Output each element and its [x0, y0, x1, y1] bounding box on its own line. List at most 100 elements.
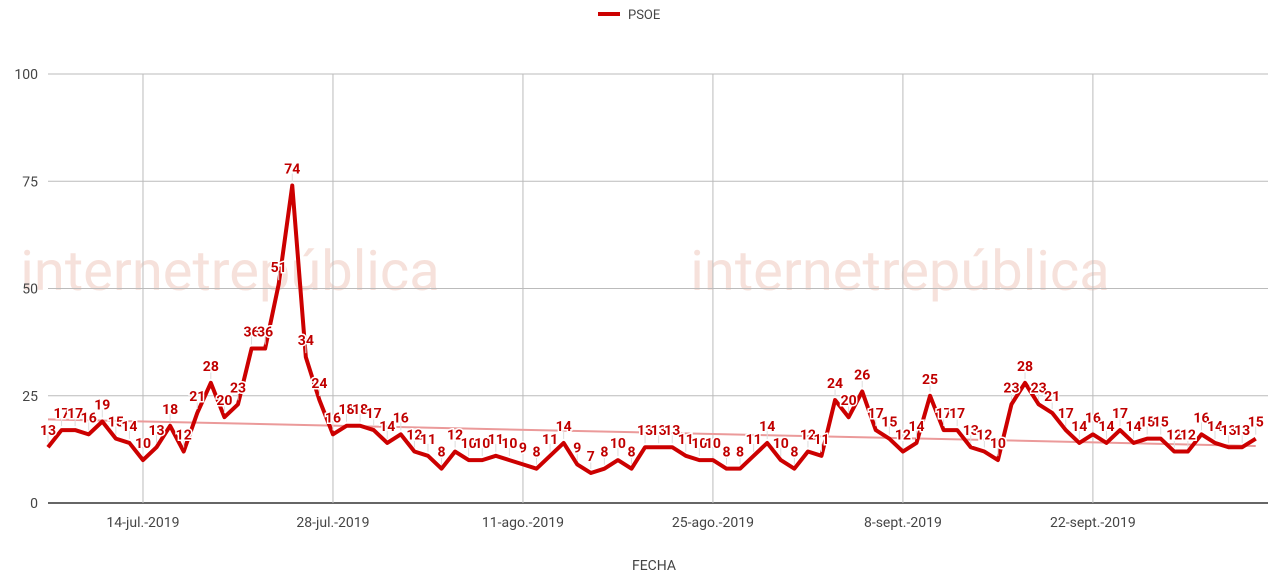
data-label: 11: [746, 432, 762, 448]
data-label: 28: [203, 359, 219, 375]
data-label: 16: [1193, 410, 1209, 426]
data-label: 8: [722, 445, 730, 461]
data-label: 28: [1017, 359, 1033, 375]
data-label: 17: [54, 406, 70, 422]
data-label: 9: [573, 440, 581, 456]
data-label: 13: [637, 423, 653, 439]
data-label: 18: [339, 402, 355, 418]
data-label: 10: [461, 436, 477, 452]
data-label: 12: [176, 428, 192, 444]
data-label: 10: [990, 436, 1006, 452]
data-label: 12: [895, 428, 911, 444]
data-label: 36: [257, 325, 273, 341]
data-label: 15: [881, 415, 897, 431]
data-label: 36: [244, 325, 260, 341]
data-label: 8: [736, 445, 744, 461]
x-tick-label: 8-sept.-2019: [864, 515, 942, 531]
data-label: 10: [691, 436, 707, 452]
data-label: 8: [627, 445, 635, 461]
data-label: 74: [284, 162, 300, 178]
data-label: 17: [936, 406, 952, 422]
data-label: 18: [352, 402, 368, 418]
data-label: 25: [922, 372, 938, 388]
data-label: 12: [800, 428, 816, 444]
x-axis-title: FECHA: [632, 558, 676, 572]
data-label: 19: [94, 397, 110, 413]
y-tick-label: 25: [22, 389, 38, 405]
data-label: 12: [1180, 428, 1196, 444]
x-tick-label: 14-jul.-2019: [106, 515, 179, 531]
data-label: 20: [841, 393, 857, 409]
data-label: 24: [311, 376, 327, 392]
data-label: 10: [610, 436, 626, 452]
data-label: 23: [1003, 380, 1019, 396]
data-label: 10: [135, 436, 151, 452]
data-label: 10: [705, 436, 721, 452]
data-label: 11: [488, 432, 504, 448]
data-label: 20: [216, 393, 232, 409]
data-label: 13: [40, 423, 56, 439]
data-label: 12: [447, 428, 463, 444]
line: [46, 183, 1257, 475]
data-label: 11: [813, 432, 829, 448]
x-tick-label: 22-sept.-2019: [1050, 515, 1136, 531]
data-label: 14: [759, 419, 775, 435]
data-label: 13: [664, 423, 680, 439]
data-label: 23: [230, 380, 246, 396]
data-label: 7: [587, 449, 595, 465]
data-label: 14: [908, 419, 924, 435]
data-label: 34: [298, 333, 314, 349]
data-label: 16: [81, 410, 97, 426]
data-label: 14: [121, 419, 137, 435]
y-tick-label: 100: [14, 67, 38, 83]
data-label: 12: [1166, 428, 1182, 444]
y-tick-label: 75: [22, 174, 38, 190]
data-label: 15: [1248, 415, 1264, 431]
data-label: 14: [1098, 419, 1114, 435]
data-label: 17: [366, 406, 382, 422]
data-label: 12: [976, 428, 992, 444]
data-label: 16: [1085, 410, 1101, 426]
data-label: 16: [393, 410, 409, 426]
data-label: 23: [1031, 380, 1047, 396]
data-label: 14: [556, 419, 572, 435]
data-label: 21: [189, 389, 205, 405]
data-label: 24: [827, 376, 843, 392]
data-label: 26: [854, 367, 870, 383]
data-label: 13: [149, 423, 165, 439]
x-tick-label: 25-ago.-2019: [672, 515, 754, 531]
y-tick-label: 0: [30, 496, 38, 512]
data-label: 13: [963, 423, 979, 439]
x-tick-label: 11-ago.-2019: [482, 515, 564, 531]
data-label: 15: [1153, 415, 1169, 431]
watermark: internetrepública: [690, 238, 1109, 304]
data-label: 9: [519, 440, 527, 456]
data-label: 17: [868, 406, 884, 422]
data-label: 17: [1112, 406, 1128, 422]
data-label: 10: [474, 436, 490, 452]
data-label: 21: [1044, 389, 1060, 405]
data-label: 13: [1221, 423, 1237, 439]
data-label: 17: [1058, 406, 1074, 422]
data-label: 12: [406, 428, 422, 444]
data-label: 14: [1071, 419, 1087, 435]
data-label: 13: [651, 423, 667, 439]
watermark: internetrepública: [20, 238, 439, 304]
data-label: 8: [532, 445, 540, 461]
data-label: 11: [420, 432, 436, 448]
data-label: 16: [325, 410, 341, 426]
data-label: 14: [1207, 419, 1223, 435]
data-label: 14: [1126, 419, 1142, 435]
data-label: 8: [438, 445, 446, 461]
data-label: 51: [271, 260, 287, 276]
data-label: 13: [1234, 423, 1250, 439]
data-label: 10: [501, 436, 517, 452]
data-label: 8: [790, 445, 798, 461]
data-label: 14: [379, 419, 395, 435]
data-label: 15: [1139, 415, 1155, 431]
data-label: 11: [542, 432, 558, 448]
legend-label: PSOE: [628, 8, 660, 23]
trendline: [47, 418, 1256, 447]
data-label: 8: [600, 445, 608, 461]
